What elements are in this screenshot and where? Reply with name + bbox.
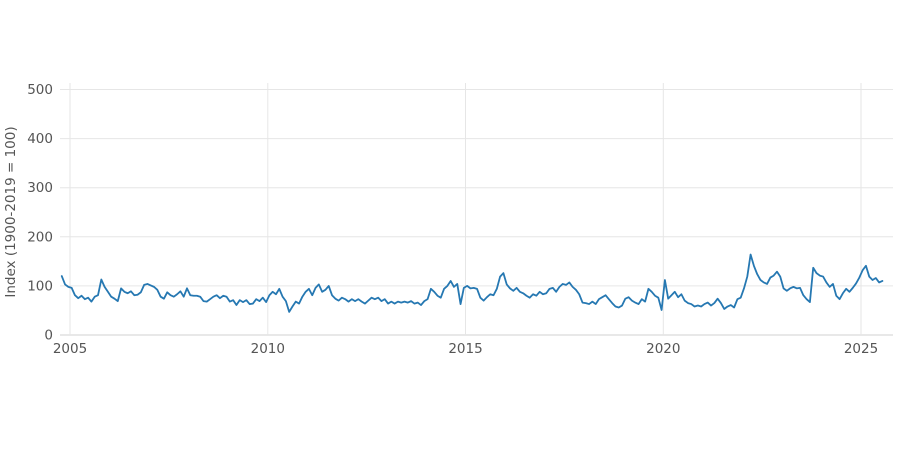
y-tick-label: 100 [27, 278, 53, 294]
y-tick-label: 200 [27, 229, 53, 245]
x-tick-label: 2020 [646, 341, 680, 357]
x-tick-label: 2015 [448, 341, 482, 357]
x-tick-label: 2010 [251, 341, 285, 357]
y-tick-label: 500 [27, 82, 53, 98]
y-axis-title: Index (1900-2019 = 100) [3, 126, 19, 297]
y-tick-label: 300 [27, 180, 53, 196]
y-tick-label: 0 [44, 328, 53, 344]
x-tick-label: 2005 [53, 341, 87, 357]
x-tick-label: 2025 [844, 341, 878, 357]
plot-area[interactable] [60, 83, 893, 335]
y-tick-label: 400 [27, 131, 53, 147]
index-line-series [60, 253, 884, 313]
